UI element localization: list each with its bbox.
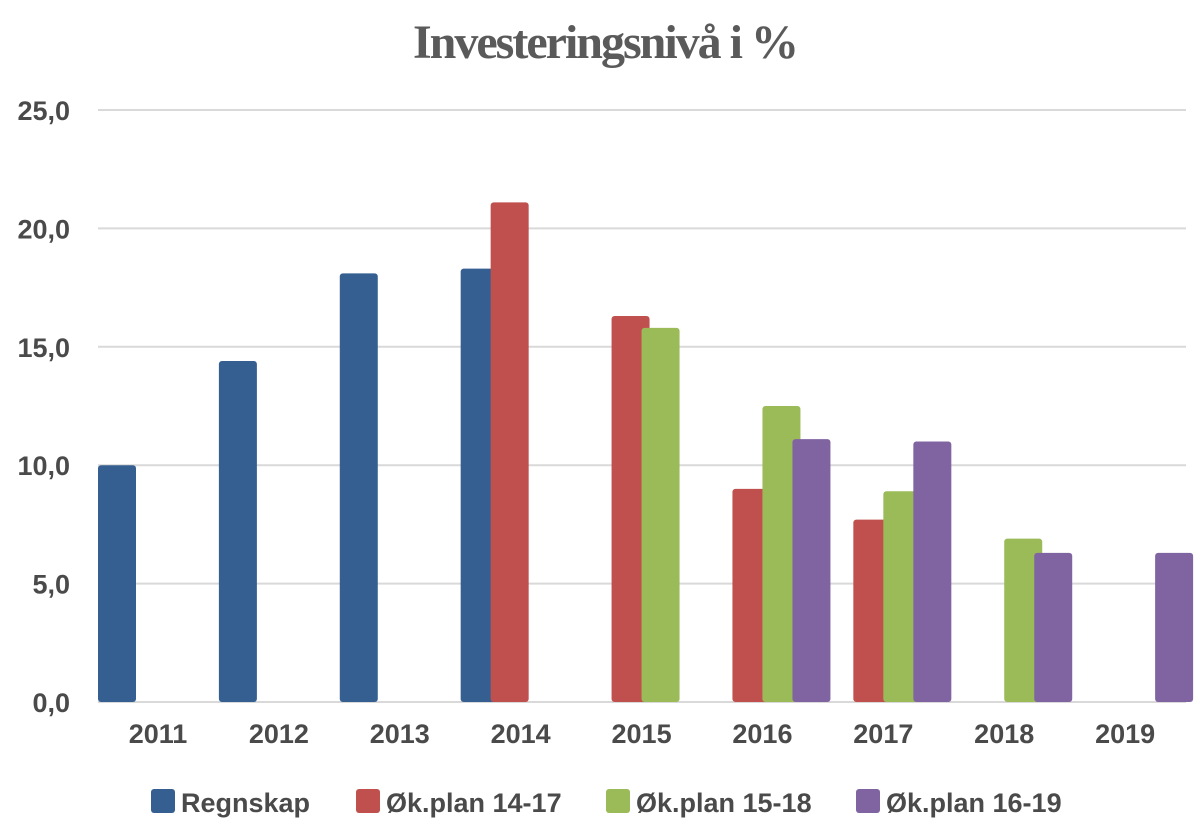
y-tick-label: 20,0 [17,214,70,244]
x-tick-label: 2011 [129,719,188,749]
x-tick-label: 2015 [612,719,672,749]
bar [792,439,831,702]
bar [1155,552,1194,702]
x-tick-label: 2017 [853,719,913,749]
legend-label: Øk.plan 15-18 [636,788,812,818]
bars [98,202,1194,703]
bar [1004,538,1043,702]
x-tick-label: 2012 [249,719,309,749]
legend-swatch [606,789,630,813]
y-tick-label: 10,0 [17,451,70,481]
legend-swatch [856,789,880,813]
bar [98,465,136,702]
x-tick-label: 2016 [732,719,792,749]
bar [762,406,801,702]
bar [913,441,952,702]
bar [641,327,680,702]
chart-title: Investeringsnivå i % [413,16,797,69]
y-axis-ticks: 0,0 5,0 10,0 15,0 20,0 25,0 [17,96,70,718]
legend-label: Regnskap [181,788,310,818]
bar [732,488,771,702]
bar [218,361,257,702]
y-tick-label: 5,0 [32,570,70,600]
legend: Regnskap Øk.plan 14-17 Øk.plan 15-18 Øk.pla… [151,788,1062,818]
legend-label: Øk.plan 14-17 [386,788,562,818]
bar [1034,552,1073,702]
legend-swatch [151,789,175,813]
legend-item: Øk.plan 14-17 [356,788,562,818]
y-tick-label: 15,0 [17,333,70,363]
x-axis-ticks: 2011 2012 2013 2014 2015 2016 2017 2018 2019 [129,719,1155,749]
x-tick-label: 2014 [491,719,551,749]
bar [883,491,922,702]
x-tick-label: 2013 [370,719,430,749]
legend-label: Øk.plan 16-19 [886,788,1062,818]
x-tick-label: 2018 [974,719,1034,749]
legend-swatch [356,789,380,813]
bar [853,519,892,702]
y-tick-label: 0,0 [32,688,70,718]
y-tick-label: 25,0 [17,96,70,126]
bar [460,268,499,702]
legend-item: Øk.plan 16-19 [856,788,1062,818]
bar [339,273,378,702]
legend-item: Øk.plan 15-18 [606,788,812,818]
x-tick-label: 2019 [1095,719,1155,749]
legend-item: Regnskap [151,788,310,818]
bar [490,202,529,703]
bar [611,316,650,702]
